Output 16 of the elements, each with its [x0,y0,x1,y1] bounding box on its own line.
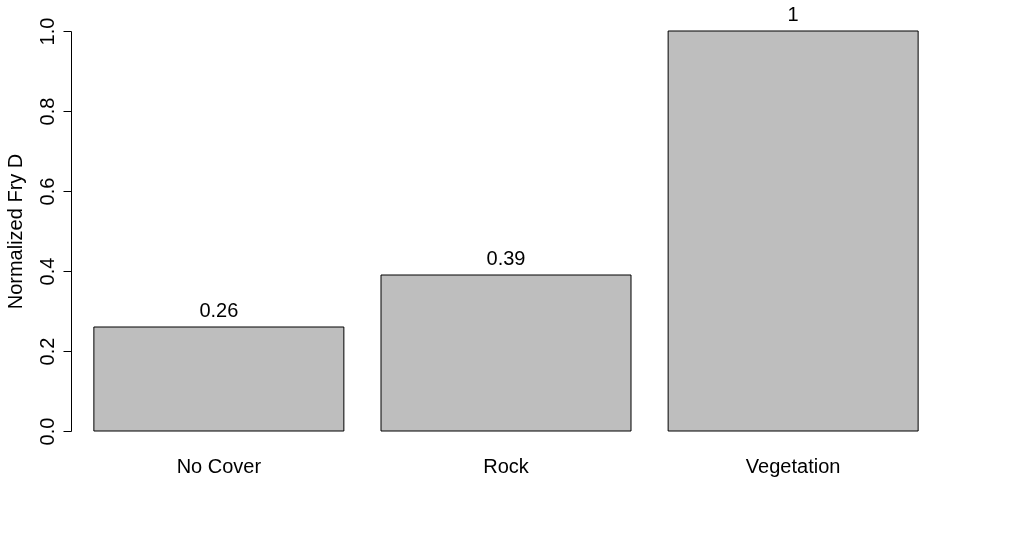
x-tick-label: Vegetation [745,454,841,477]
y-tick-label: 0.2 [35,337,58,366]
bar [667,30,919,432]
x-tick-label: Rock [483,454,530,477]
y-tick-label: 0.0 [35,417,58,446]
x-tick-label: No Cover [176,454,262,477]
data-label: 0.39 [486,247,526,269]
y-tick-label: 1.0 [35,17,58,46]
y-tick-label: 0.6 [35,177,58,206]
y-tick-label: 0.8 [35,97,58,126]
data-label: 0.26 [199,299,239,321]
bar [93,326,345,432]
y-tick-label: 0.4 [35,257,58,286]
data-label: 1 [787,3,799,25]
bar [380,274,632,432]
y-axis-title: Normalized Fry D [3,153,26,310]
